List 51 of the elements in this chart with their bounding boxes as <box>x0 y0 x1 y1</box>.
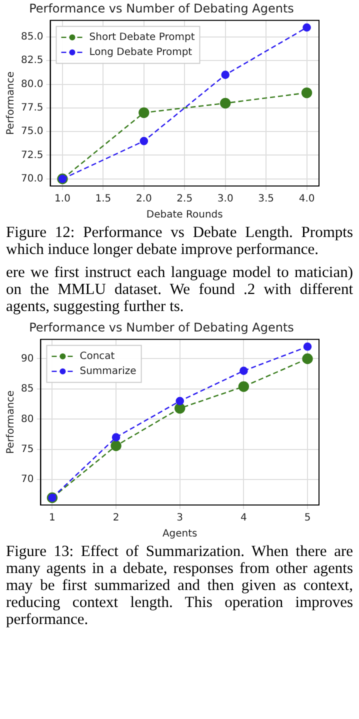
legend-label: Long Debate Prompt <box>89 46 192 58</box>
caption: Figure 13: Effect of Summarization. When there are many agents in a debate, responses from other agents may be first summarized and then given as context, reducing context length. This operation improves performance. <box>5 542 354 630</box>
chart-title: Performance vs Number of Debating Agents <box>29 320 294 334</box>
point <box>301 87 312 98</box>
point <box>221 70 230 79</box>
y-tick-label: 70 <box>20 474 34 486</box>
chart-title: Performance vs Number of Debating Agents <box>29 1 294 16</box>
point <box>238 381 250 392</box>
y-tick-label: 72.5 <box>21 150 44 161</box>
x-tick-label: 4.0 <box>298 194 315 205</box>
x-tick-label: 2.0 <box>136 194 152 205</box>
legend-label: Short Debate Prompt <box>89 32 195 43</box>
y-tick-label: 77.5 <box>21 102 44 114</box>
x-tick-label: 2 <box>112 512 120 524</box>
x-axis-title: Agents <box>162 528 198 540</box>
point <box>220 98 231 109</box>
y-axis-title: Performance <box>6 72 17 135</box>
y-tick-label: 75 <box>20 444 34 455</box>
y-tick-label: 75.0 <box>21 126 44 138</box>
point <box>112 433 120 442</box>
x-tick-label: 3.0 <box>217 194 234 205</box>
point <box>176 396 184 406</box>
y-tick-label: 80.0 <box>21 78 44 90</box>
y-tick-label: 85 <box>20 384 34 395</box>
y-tick-label: 82.5 <box>21 55 44 66</box>
point <box>240 366 248 375</box>
point <box>302 23 311 32</box>
point <box>302 353 313 364</box>
x-axis-title: Debate Rounds <box>146 210 223 221</box>
y-axis-title: Performance <box>6 390 17 454</box>
y-tick-label: 85.0 <box>21 32 44 43</box>
x-tick-label: 1 <box>49 512 56 524</box>
y-tick-label: 90 <box>20 353 34 364</box>
x-tick-label: 3.5 <box>258 194 274 205</box>
text: ere we first instruct each language model to matician) on the MMLU dataset. We found .2 with different agents, suggesting further ts. <box>5 263 354 317</box>
x-tick-label: 1.5 <box>95 194 112 205</box>
x-tick-label: 4 <box>240 512 247 524</box>
caption: Figure 12: Performance vs Debate Length. Prompts which induce longer debate improve performance. <box>5 223 354 260</box>
x-tick-label: 2.5 <box>176 194 193 205</box>
legend-label: Concat <box>80 350 115 362</box>
point <box>138 107 150 118</box>
point <box>174 402 186 414</box>
x-tick-label: 5 <box>304 512 311 524</box>
point <box>303 342 312 351</box>
y-tick-label: 80 <box>20 414 34 425</box>
point <box>140 136 148 146</box>
x-tick-label: 3 <box>176 512 184 524</box>
y-tick-label: 70.0 <box>21 173 44 184</box>
legend-label: Summarize <box>80 366 136 377</box>
point <box>110 440 122 452</box>
x-tick-label: 1.0 <box>54 194 70 205</box>
